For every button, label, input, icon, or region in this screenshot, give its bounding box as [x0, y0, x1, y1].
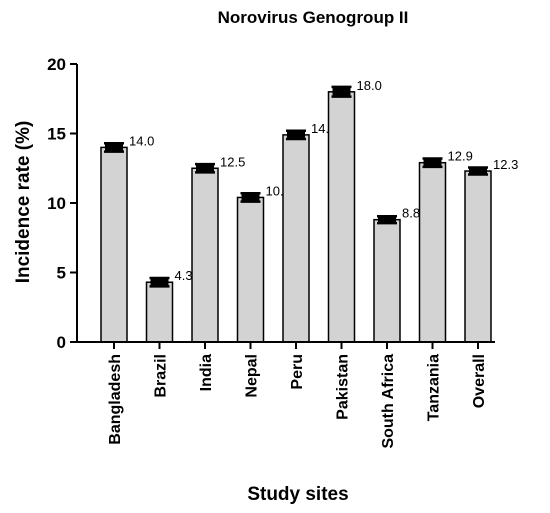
chart-title: Norovirus Genogroup II: [218, 8, 409, 27]
bar: [282, 134, 310, 343]
data-label: 4.3: [175, 268, 193, 283]
x-tick-label: Pakistan: [335, 354, 352, 420]
bar: [145, 281, 174, 343]
y-tick-label: 10: [47, 194, 66, 213]
y-axis-label: Incidence rate (%): [13, 121, 34, 284]
y-tick-label: 5: [57, 264, 66, 283]
bar: [100, 146, 128, 343]
bar: [191, 167, 219, 343]
x-tick-label: Peru: [289, 354, 306, 390]
error-bar: [423, 158, 442, 167]
error-bar: [287, 130, 305, 140]
x-tick-label: Tanzania: [426, 354, 443, 421]
data-label: 12.5: [220, 154, 245, 169]
x-tick-label: Brazil: [153, 354, 170, 398]
x-tick-label: Bangladesh: [107, 354, 124, 445]
bar: [327, 91, 356, 343]
bar: [464, 170, 492, 343]
data-label: 12.9: [448, 149, 473, 164]
error-bar: [105, 143, 123, 152]
bar: [373, 218, 401, 343]
bar: [236, 196, 265, 343]
error-bar: [332, 86, 351, 97]
error-bar: [469, 167, 487, 175]
error-bar: [196, 164, 214, 173]
error-bar: [378, 216, 396, 224]
error-bar: [150, 278, 169, 287]
plot-area: 0 5 10 15 20 14.0 Bangladesh 4.3 Brazil 12.5 India…: [47, 55, 518, 449]
data-label: 14.0: [129, 133, 154, 148]
x-tick-label: Overall: [471, 354, 488, 408]
x-tick-label: South Africa: [380, 354, 397, 449]
x-tick-label: Nepal: [244, 354, 261, 398]
y-tick-label: 0: [57, 333, 66, 352]
bar: [418, 161, 447, 343]
y-tick-label: 15: [47, 125, 66, 144]
data-label: 12.3: [493, 157, 518, 172]
error-bar: [241, 193, 260, 202]
data-label: 8.8: [402, 206, 420, 221]
y-tick-label: 20: [47, 55, 66, 74]
data-label: 18.0: [357, 78, 382, 93]
x-tick-label: India: [198, 354, 215, 391]
x-axis-label: Study sites: [247, 484, 348, 505]
